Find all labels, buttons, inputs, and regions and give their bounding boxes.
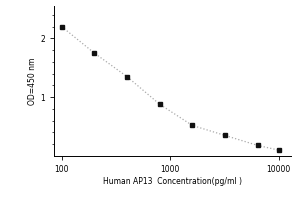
X-axis label: Human AP13  Concentration(pg/ml ): Human AP13 Concentration(pg/ml ): [103, 177, 242, 186]
Y-axis label: OD=450 nm: OD=450 nm: [28, 57, 38, 105]
